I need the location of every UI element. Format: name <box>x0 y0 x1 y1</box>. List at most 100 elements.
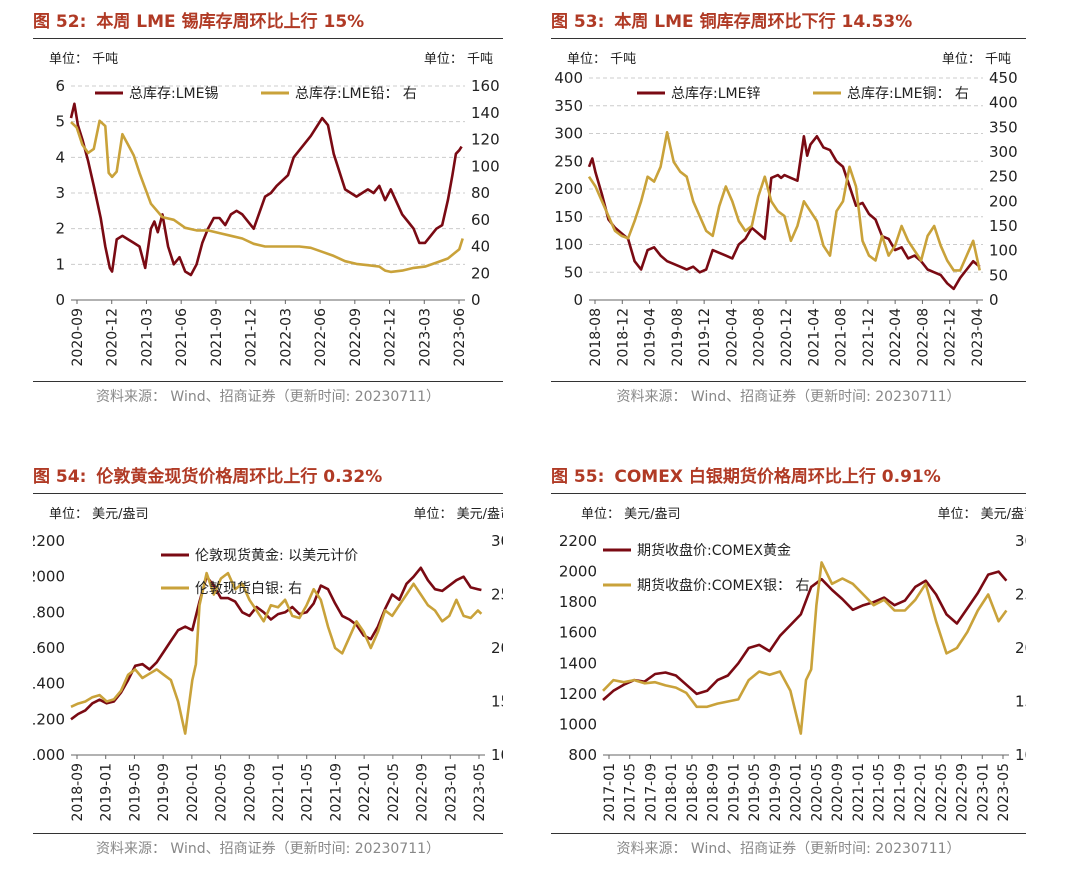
y-left-tick-label: 50 <box>564 263 583 281</box>
y-right-tick-label: 10 <box>491 746 503 764</box>
x-tick-label: 2022-09 <box>348 308 364 367</box>
chart-panel-52: 图 52: 本周 LME 锡库存周环比上行 15% 单位： 千吨 单位： 千吨 0 1 2… <box>33 8 503 408</box>
source-note: 资料来源： Wind、招商证券（更新时间: 20230711） <box>33 381 503 406</box>
x-tick-label: 2022-09 <box>415 763 431 822</box>
figure-caption: 本周 LME 锡库存周环比上行 15% <box>96 12 365 32</box>
series-line-b <box>70 571 483 735</box>
source-note: 资料来源： Wind、招商证券（更新时间: 20230711） <box>33 833 503 858</box>
x-tick-label: 2021-09 <box>209 308 225 367</box>
y-left-tick-label: 250 <box>554 152 583 170</box>
y-right-tick-label: 25 <box>491 586 503 604</box>
chart-plot: 单位： 美元/盎司 单位： 美元/盎司 1000 1200 1400 1600 1800 20… <box>33 507 503 822</box>
y-right-tick-label: 200 <box>989 192 1018 210</box>
x-tick-label: 2018-12 <box>615 308 631 367</box>
y-right-tick-label: 0 <box>471 291 481 309</box>
legend-label: 总库存:LME铜： 右 <box>847 86 969 102</box>
x-tick-label: 2021-12 <box>244 308 260 367</box>
x-tick-label: 2023-03 <box>417 308 433 367</box>
x-tick-label: 2023-01 <box>443 763 459 822</box>
x-tick-label: 2019-05 <box>127 763 143 822</box>
legend-label: 总库存:LME锡 <box>129 86 218 102</box>
y-right-tick-label: 60 <box>471 211 490 229</box>
series-line-b <box>587 131 981 272</box>
x-tick-label: 2021-06 <box>174 308 190 367</box>
x-tick-label: 2022-06 <box>313 308 329 367</box>
x-tick-label: 2020-12 <box>105 308 121 367</box>
y-left-tick-label: 0 <box>573 291 583 309</box>
x-tick-label: 2017-05 <box>623 763 639 822</box>
y-right-tick-label: 20 <box>1015 639 1026 657</box>
series-line-b <box>70 119 464 274</box>
x-tick-label: 2019-09 <box>768 763 784 822</box>
y-left-tick-label: 6 <box>55 77 65 95</box>
chart-title: 图 55: COMEX 白银期货价格周环比上行 0.91% <box>551 463 1026 494</box>
x-tick-label: 2019-04 <box>643 308 659 367</box>
legend-label: 期货收盘价:COMEX黄金 <box>637 542 791 559</box>
x-tick-label: 2021-12 <box>861 308 877 367</box>
chart-plot: 单位： 千吨 单位： 千吨 0 50 100 150 200 250 300 350 400 0 50 1… <box>554 52 1018 367</box>
x-tick-label: 2020-09 <box>70 308 86 367</box>
y-right-tick-label: 10 <box>1015 746 1026 764</box>
x-tick-label: 2021-04 <box>806 308 822 367</box>
y-right-tick-label: 450 <box>989 69 1018 87</box>
figure-caption: COMEX 白银期货价格周环比上行 0.91% <box>614 467 941 487</box>
y-left-tick-label: 1000 <box>33 746 65 764</box>
series-line-a <box>69 102 463 277</box>
y-left-tick-label: 200 <box>554 180 583 198</box>
x-tick-label: 2023-05 <box>996 763 1012 822</box>
x-tick-label: 2019-08 <box>670 308 686 367</box>
y-left-tick-label: 1600 <box>33 639 65 657</box>
y-left-tick-label: 350 <box>554 97 583 115</box>
x-tick-label: 2021-09 <box>328 763 344 822</box>
x-tick-label: 2022-05 <box>934 763 950 822</box>
x-tick-label: 2018-09 <box>706 763 722 822</box>
y-right-tick-label: 160 <box>471 77 500 95</box>
y-right-tick-label: 100 <box>471 157 500 175</box>
x-tick-label: 2019-01 <box>99 763 115 822</box>
x-tick-label: 2022-08 <box>915 308 931 367</box>
y-right-tick-label: 100 <box>989 242 1018 260</box>
chart-plot: 单位： 美元/盎司 单位： 美元/盎司 800 1000 1200 1400 1600 180… <box>559 507 1026 822</box>
figure-number: 图 54: <box>33 467 87 487</box>
y-right-tick-label: 20 <box>491 639 503 657</box>
y-left-tick-label: 3 <box>55 184 65 202</box>
x-tick-label: 2019-09 <box>156 763 172 822</box>
y-right-tick-label: 20 <box>471 264 490 282</box>
unit-right-label: 单位： 千吨 <box>942 52 1011 67</box>
legend-label: 总库存:LME锌 <box>671 86 760 102</box>
y-left-tick-label: 1400 <box>559 654 597 672</box>
chart-title: 图 53: 本周 LME 铜库存周环比下行 14.53% <box>551 8 1026 39</box>
series-line-a <box>70 566 482 721</box>
y-right-tick-label: 30 <box>1015 532 1026 550</box>
legend-label: 伦敦现货黄金: 以美元计价 <box>195 547 358 564</box>
x-tick-label: 2022-01 <box>357 763 373 822</box>
y-left-tick-label: 800 <box>568 746 597 764</box>
y-right-tick-label: 0 <box>989 291 999 309</box>
y-left-tick-label: 2000 <box>559 563 597 581</box>
x-tick-label: 2020-12 <box>779 308 795 367</box>
y-right-tick-label: 120 <box>471 131 500 149</box>
legend-label: 期货收盘价:COMEX银： 右 <box>637 577 809 594</box>
unit-right-label: 单位： 美元/盎司 <box>937 507 1026 522</box>
source-note: 资料来源： Wind、招商证券（更新时间: 20230711） <box>551 833 1026 858</box>
x-tick-label: 2020-01 <box>185 763 201 822</box>
y-left-tick-label: 1800 <box>559 593 597 611</box>
x-tick-label: 2019-05 <box>747 763 763 822</box>
x-tick-label: 2022-12 <box>943 308 959 367</box>
y-right-tick-label: 140 <box>471 104 500 122</box>
y-left-tick-label: 150 <box>554 208 583 226</box>
x-tick-label: 2021-01 <box>851 763 867 822</box>
x-tick-label: 2017-01 <box>602 763 618 822</box>
y-right-tick-label: 250 <box>989 168 1018 186</box>
y-right-tick-label: 350 <box>989 118 1018 136</box>
unit-right-label: 单位： 美元/盎司 <box>413 507 503 522</box>
x-tick-label: 2018-01 <box>664 763 680 822</box>
x-tick-label: 2021-05 <box>300 763 316 822</box>
chart-panel-55: 图 55: COMEX 白银期货价格周环比上行 0.91% 单位： 美元/盎司 单位… <box>551 463 1026 875</box>
y-right-tick-label: 400 <box>989 94 1018 112</box>
x-tick-label: 2022-03 <box>278 308 294 367</box>
x-tick-label: 2020-01 <box>789 763 805 822</box>
series-line-a <box>602 570 1008 701</box>
y-left-tick-label: 2000 <box>33 568 65 586</box>
y-left-tick-label: 400 <box>554 69 583 87</box>
